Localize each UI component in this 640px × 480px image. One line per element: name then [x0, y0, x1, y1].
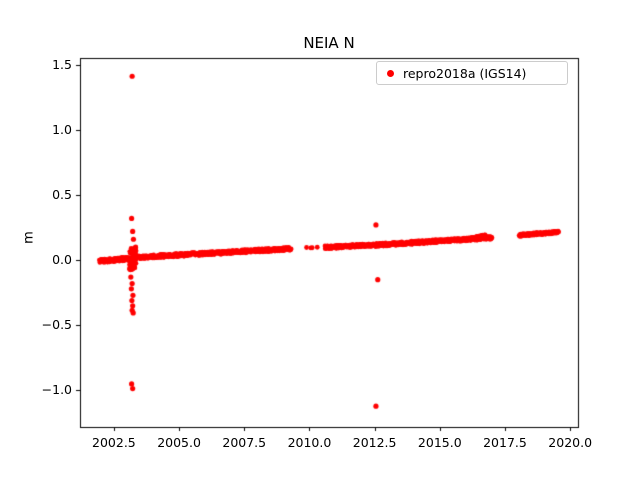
y-tick-label: −1.0	[41, 382, 72, 398]
x-tick-label: 2017.5	[483, 435, 527, 450]
x-tick-label: 2012.5	[352, 435, 397, 450]
legend-marker-icon	[387, 69, 394, 77]
y-axis-label: m	[21, 231, 37, 244]
x-tick-label: 2005.0	[157, 435, 201, 450]
x-tick-label: 2002.5	[92, 435, 136, 450]
x-tick-label: 2010.0	[287, 435, 332, 450]
legend-label: repro2018a (IGS14)	[403, 65, 527, 81]
y-tick-label: −0.5	[41, 317, 72, 333]
y-tick-label: 0.5	[52, 186, 72, 202]
y-tick-label: 1.0	[52, 121, 72, 137]
x-tick-label: 2015.0	[417, 435, 462, 450]
y-tick-label: 0.0	[52, 252, 72, 268]
x-tick-label: 2020.0	[548, 435, 593, 450]
x-tick-label: 2007.5	[222, 435, 267, 450]
legend: repro2018a (IGS14)	[376, 61, 568, 85]
y-tick-label: 1.5	[52, 56, 72, 72]
chart-title: NEIA N	[303, 34, 355, 52]
